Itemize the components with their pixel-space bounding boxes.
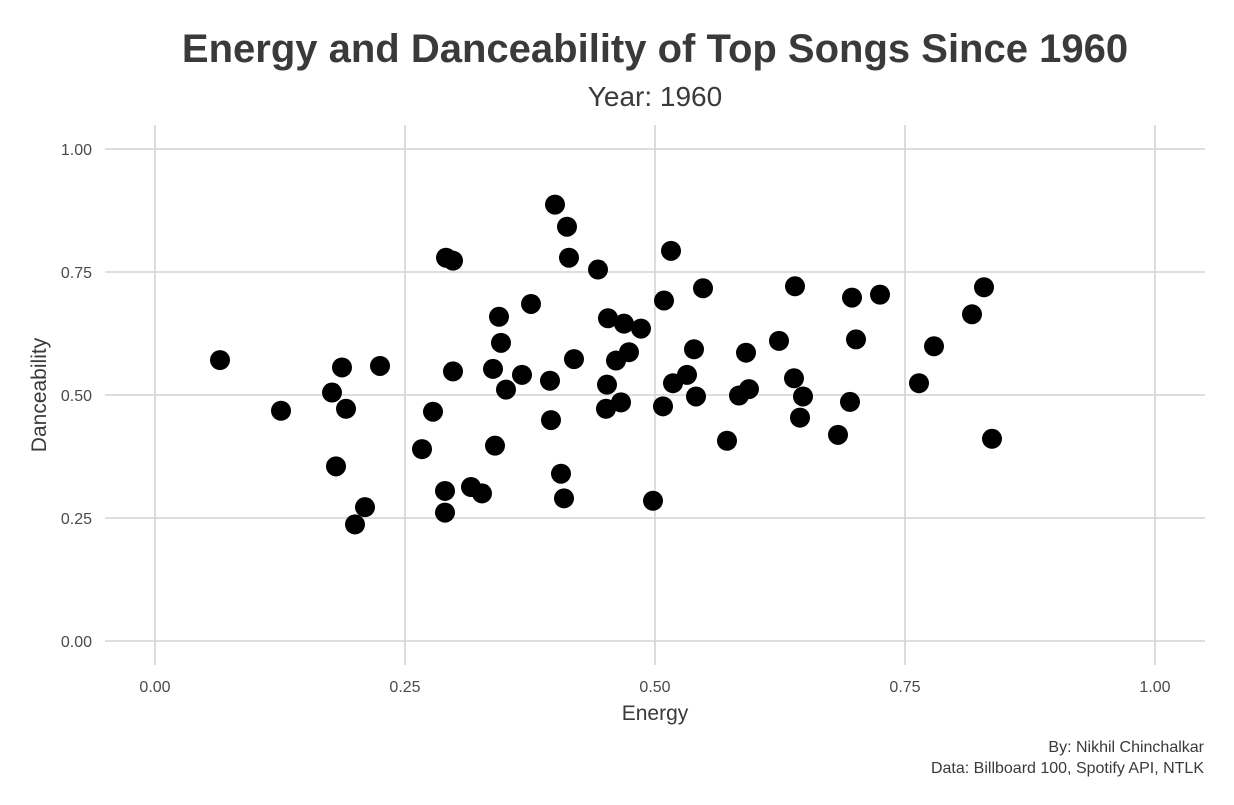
x-tick-labels: 0.00 0.25 0.50 0.75 1.00 — [139, 679, 1170, 696]
data-point — [870, 284, 890, 305]
y-tick-label: 0.00 — [61, 634, 92, 651]
data-point — [559, 247, 579, 268]
data-point — [611, 392, 631, 413]
data-point — [631, 318, 651, 339]
data-point — [271, 400, 291, 421]
data-point — [210, 350, 230, 371]
data-point — [345, 514, 365, 535]
data-point — [588, 259, 608, 280]
data-point — [717, 430, 737, 451]
data-point — [653, 396, 673, 417]
data-point — [435, 502, 455, 523]
x-tick-label: 0.25 — [389, 679, 420, 696]
data-point — [554, 488, 574, 509]
data-point — [909, 373, 929, 394]
data-point — [790, 407, 810, 428]
data-point — [842, 287, 862, 308]
data-point — [355, 497, 375, 518]
y-tick-label: 0.50 — [61, 388, 92, 405]
data-point — [846, 329, 866, 350]
x-tick-label: 0.50 — [639, 679, 670, 696]
data-point — [370, 355, 390, 376]
data-point — [512, 364, 532, 385]
data-point — [962, 304, 982, 325]
data-point — [840, 391, 860, 412]
data-points — [210, 194, 1002, 535]
data-point — [564, 349, 584, 370]
data-point — [684, 339, 704, 360]
data-point — [435, 480, 455, 501]
data-point — [661, 240, 681, 261]
x-tick-label: 0.00 — [139, 679, 170, 696]
data-point — [614, 313, 634, 334]
y-gridlines — [105, 148, 1205, 642]
data-point — [326, 456, 346, 477]
data-point — [643, 490, 663, 511]
data-point — [322, 382, 342, 403]
data-point — [736, 342, 756, 363]
data-point — [784, 368, 804, 389]
data-point — [974, 277, 994, 298]
data-point — [785, 276, 805, 297]
data-point — [739, 379, 759, 400]
data-point — [483, 358, 503, 379]
data-point — [924, 336, 944, 357]
data-point — [336, 398, 356, 419]
data-point — [541, 410, 561, 431]
data-point — [598, 308, 618, 329]
data-point — [654, 290, 674, 311]
data-point — [982, 428, 1002, 449]
data-point — [423, 401, 443, 422]
y-tick-labels: 0.00 0.25 0.50 0.75 1.00 — [61, 142, 92, 651]
data-point — [485, 435, 505, 456]
data-point — [489, 306, 509, 327]
data-point — [496, 379, 516, 400]
y-axis-title: Danceability — [28, 337, 51, 452]
data-point — [443, 361, 463, 382]
y-tick-label: 0.75 — [61, 265, 92, 282]
data-point — [793, 386, 813, 407]
data-point — [596, 398, 616, 419]
x-axis-title: Energy — [622, 702, 689, 725]
data-point — [472, 483, 492, 504]
data-point — [491, 332, 511, 353]
data-point — [540, 370, 560, 391]
data-point — [686, 386, 706, 407]
y-tick-label: 0.25 — [61, 511, 92, 528]
data-point — [521, 293, 541, 314]
data-point — [545, 194, 565, 215]
data-point — [597, 374, 617, 395]
y-tick-label: 1.00 — [61, 142, 92, 159]
data-point — [412, 439, 432, 460]
chart-title: Energy and Danceability of Top Songs Sin… — [182, 27, 1128, 71]
data-point — [332, 357, 352, 378]
data-point — [677, 364, 697, 385]
x-tick-label: 0.75 — [889, 679, 920, 696]
caption-source: Data: Billboard 100, Spotify API, NTLK — [931, 760, 1204, 777]
data-point — [557, 216, 577, 237]
data-point — [443, 250, 463, 271]
data-point — [551, 463, 571, 484]
caption-author: By: Nikhil Chinchalkar — [1048, 739, 1204, 756]
data-point — [619, 342, 639, 363]
chart-subtitle: Year: 1960 — [588, 81, 722, 112]
data-point — [693, 278, 713, 299]
data-point — [769, 330, 789, 351]
x-tick-label: 1.00 — [1139, 679, 1170, 696]
data-point — [828, 424, 848, 445]
